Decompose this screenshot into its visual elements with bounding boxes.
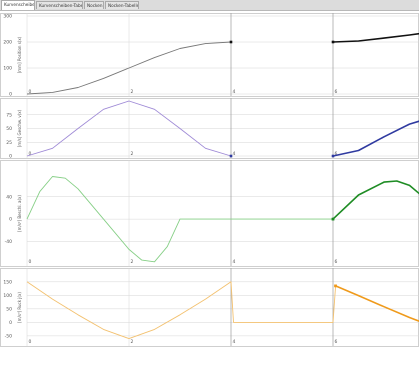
y-tick-label: 50 [6, 306, 12, 312]
y-axis-title-velocity: [m/s] Geschw. v(x) [17, 109, 22, 147]
chart-frame-position [0, 13, 419, 97]
x-tick-label: 4 [233, 259, 236, 265]
y-axis-title-jerk: [m/s³] Ruck j(x) [17, 292, 22, 323]
series-line-jerk-1 [26, 281, 337, 340]
y-tick-label: 100 [3, 293, 12, 299]
y-axis-title-acceleration: [m/s²] Beschl. a(x) [17, 195, 22, 232]
series-line-position-1 [26, 41, 232, 95]
data-point-marker [331, 40, 335, 44]
y-tick-label: -50 [5, 333, 12, 339]
data-point-marker [229, 40, 233, 44]
x-tick-label: 0 [29, 259, 32, 265]
x-tick-label: 6 [335, 339, 338, 345]
x-tick-label: 2 [131, 259, 134, 265]
x-tick-label: 0 [29, 151, 32, 157]
y-tick-label: 0 [9, 217, 12, 223]
y-tick-label: 300 [3, 14, 12, 20]
series-line-position-2 [332, 32, 419, 43]
series-line-jerk-2 [335, 285, 419, 322]
chart-frame-acceleration [0, 160, 419, 267]
x-tick-label: 0 [29, 339, 32, 345]
y-tick-label: 100 [3, 66, 12, 72]
y-tick-label: 0 [9, 320, 12, 326]
tab-kurvenscheibe[interactable]: Kurvenscheibe [1, 0, 35, 10]
y-tick-label: 200 [3, 40, 12, 46]
tab-kurvenscheiben-tabelle[interactable]: Kurvenscheiben-Tabelle [36, 1, 83, 9]
chart-frame-jerk [0, 268, 419, 347]
y-tick-label: 50 [6, 126, 12, 132]
x-tick-label: 4 [233, 339, 236, 345]
series-line-acceleration-1 [26, 176, 333, 263]
y-tick-label: 0 [9, 92, 12, 98]
y-tick-label: 40 [6, 194, 12, 200]
tab-bar: Kurvenscheibe Kurvenscheiben-Tabelle Noc… [0, 0, 419, 11]
x-tick-label: 6 [335, 151, 338, 157]
y-tick-label: -40 [5, 239, 12, 245]
x-tick-label: 2 [131, 89, 134, 95]
x-tick-label: 4 [233, 151, 236, 157]
x-tick-label: 4 [233, 89, 236, 95]
x-tick-label: 2 [131, 339, 134, 345]
data-point-marker [229, 154, 233, 158]
data-point-marker [334, 284, 337, 288]
x-tick-label: 2 [131, 151, 134, 157]
y-tick-label: 75 [6, 112, 12, 118]
data-point-marker [331, 154, 335, 158]
series-line-acceleration-2 [332, 180, 419, 220]
x-tick-label: 0 [29, 89, 32, 95]
y-axis-title-position: [mm] Position s(x) [17, 36, 22, 73]
x-tick-label: 6 [335, 259, 338, 265]
tab-nocken-tabelle[interactable]: Nocken-Tabelle [105, 1, 139, 9]
series-line-velocity-1 [26, 100, 232, 157]
series-line-velocity-2 [332, 120, 419, 157]
y-tick-label: 0 [9, 154, 12, 160]
y-tick-label: 25 [6, 140, 12, 146]
data-point-marker [331, 217, 335, 221]
tab-nocken[interactable]: Nocken [84, 1, 104, 9]
x-tick-label: 6 [335, 89, 338, 95]
y-tick-label: 150 [3, 279, 12, 285]
